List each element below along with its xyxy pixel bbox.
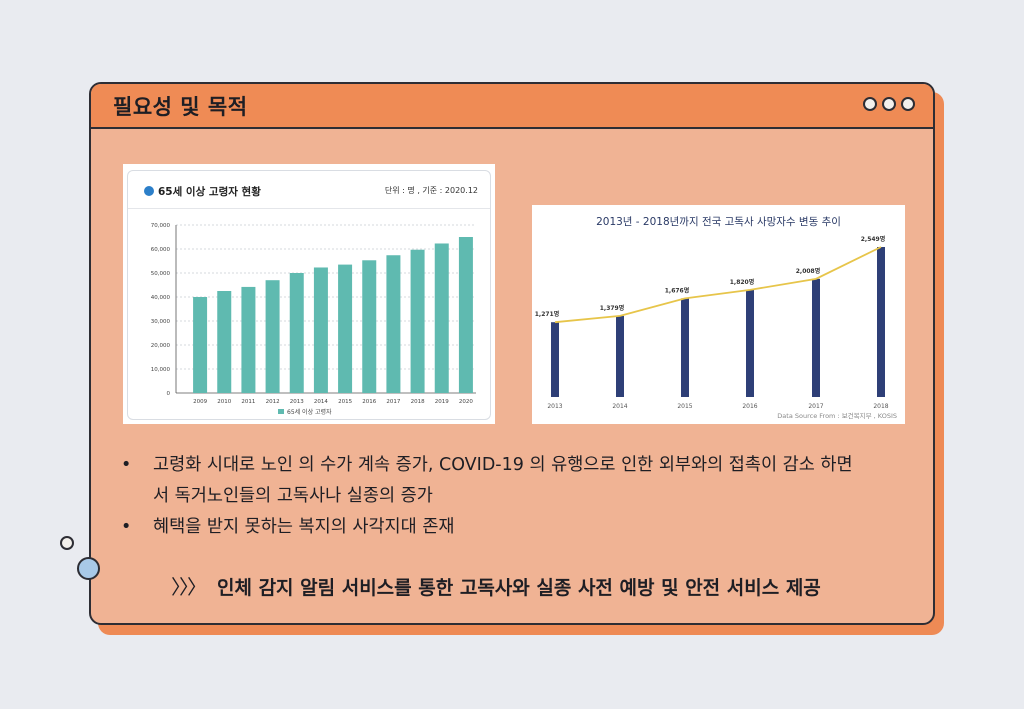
bar [812,278,820,397]
bar [289,273,304,393]
dot-icon [863,97,877,111]
x-tick-label: 2018 [411,399,425,405]
trend-line [554,246,882,324]
x-tick-label: 2015 [338,399,352,405]
bullet-text: 혜택을 받지 못하는 복지의 사각지대 존재 [153,517,455,537]
decorative-circle [77,557,100,580]
y-tick-label: 50,000 [151,271,171,277]
data-label: 1,820명 [730,278,755,286]
x-tick-label: 2014 [612,403,627,410]
y-tick-label: 70,000 [151,223,171,229]
chart-title: 65세 이상 고령자 현황 [144,184,261,199]
bar [338,264,353,393]
bar [386,255,401,393]
data-label: 1,379명 [600,304,625,312]
bar [616,315,624,397]
legend-swatch [278,409,284,414]
conclusion: 〉〉〉 인체 감지 알림 서비스를 통한 고독사와 실종 사전 예방 및 안전 서… [171,571,821,600]
x-tick-label: 2013 [290,399,304,405]
chart-title-text: 65세 이상 고령자 현황 [158,186,261,198]
decorative-ring [60,536,74,550]
data-label: 2,549명 [861,235,886,243]
bullet-mark: • [121,517,132,537]
bullet-text: 고령화 시대로 노인 의 수가 계속 증가, COVID-19 의 유행으로 인… [153,455,853,475]
bar [217,291,232,393]
x-tick-label: 2018 [873,403,888,410]
chart-title: 2013년 - 2018년까지 전국 고독사 사망자수 변동 추이 [596,216,841,228]
bar [681,298,689,397]
x-tick-label: 2016 [742,403,757,410]
bar [458,237,473,393]
y-tick-label: 60,000 [151,247,171,253]
window-dots [863,97,915,111]
x-tick-label: 2017 [386,399,400,405]
x-tick-label: 2014 [314,399,328,405]
bullet-mark: • [121,455,132,475]
x-tick-label: 2009 [193,399,207,405]
x-tick-label: 2011 [241,399,255,405]
lonely-death-chart-panel: 2013년 - 2018년까지 전국 고독사 사망자수 변동 추이 2013 1,… [532,205,905,424]
bar [410,249,425,393]
x-tick-label: 2010 [217,399,231,405]
chevron-right-icon: 〉〉〉 [171,575,207,599]
pencil-icon [144,186,154,196]
y-tick-label: 30,000 [151,319,171,325]
x-tick-label: 2013 [547,403,562,410]
y-tick-label: 0 [167,391,171,397]
bar [434,243,449,393]
bar [193,297,208,393]
bar [241,286,256,393]
x-tick-label: 2012 [266,399,280,405]
bar [362,260,377,393]
x-tick-label: 2020 [459,399,473,405]
data-label: 1,271명 [535,310,560,318]
data-label: 2,008명 [796,267,821,275]
divider [128,208,490,209]
elderly-population-chart-panel: 65세 이상 고령자 현황 단위 : 명 , 기준 : 2020.12 0 10,… [123,164,495,424]
chart-unit: 단위 : 명 , 기준 : 2020.12 [384,186,478,195]
bar [265,280,280,393]
data-source: Data Source From : 보건복지부 , KOSIS [777,412,897,420]
card-title: 필요성 및 목적 [113,95,248,119]
list-item: • 혜택을 받지 못하는 복지의 사각지대 존재 [121,512,913,543]
list-item: • 고령화 시대로 노인 의 수가 계속 증가, COVID-19 의 유행으로… [121,450,913,481]
conclusion-text: 인체 감지 알림 서비스를 통한 고독사와 실종 사전 예방 및 안전 서비스 … [217,577,821,599]
lonely-death-chart: 2013 1,271명 2014 1,379명 2015 1,676명 2016 1,820명… [535,235,889,410]
chart-frame: 65세 이상 고령자 현황 단위 : 명 , 기준 : 2020.12 0 10,… [127,170,491,420]
content-card: 필요성 및 목적 65세 이상 고령자 현황 단위 : 명 , 기준 : 202… [89,82,935,625]
x-tick-label: 2019 [435,399,449,405]
bar [877,247,885,397]
list-item-continuation: 서 독거노인들의 고독사나 실종의 증가 [121,481,913,512]
data-label: 1,676명 [665,286,690,294]
x-tick-label: 2015 [677,403,692,410]
x-tick-label: 2017 [808,403,823,410]
y-tick-label: 20,000 [151,343,171,349]
bar [551,322,559,397]
y-tick-label: 10,000 [151,367,171,373]
dot-icon [882,97,896,111]
dot-icon [901,97,915,111]
y-tick-label: 40,000 [151,295,171,301]
bullet-text: 서 독거노인들의 고독사나 실종의 증가 [153,486,433,506]
elderly-bar-chart: 0 10,000 20,000 30,000 40,000 50,000 60,000 70,… [151,223,476,416]
bar [746,289,754,397]
card-header: 필요성 및 목적 [91,84,933,129]
bullet-list: • 고령화 시대로 노인 의 수가 계속 증가, COVID-19 의 유행으로… [121,450,913,543]
bar [313,267,328,393]
x-tick-label: 2016 [362,399,376,405]
legend-label: 65세 이상 고령자 [287,408,332,416]
